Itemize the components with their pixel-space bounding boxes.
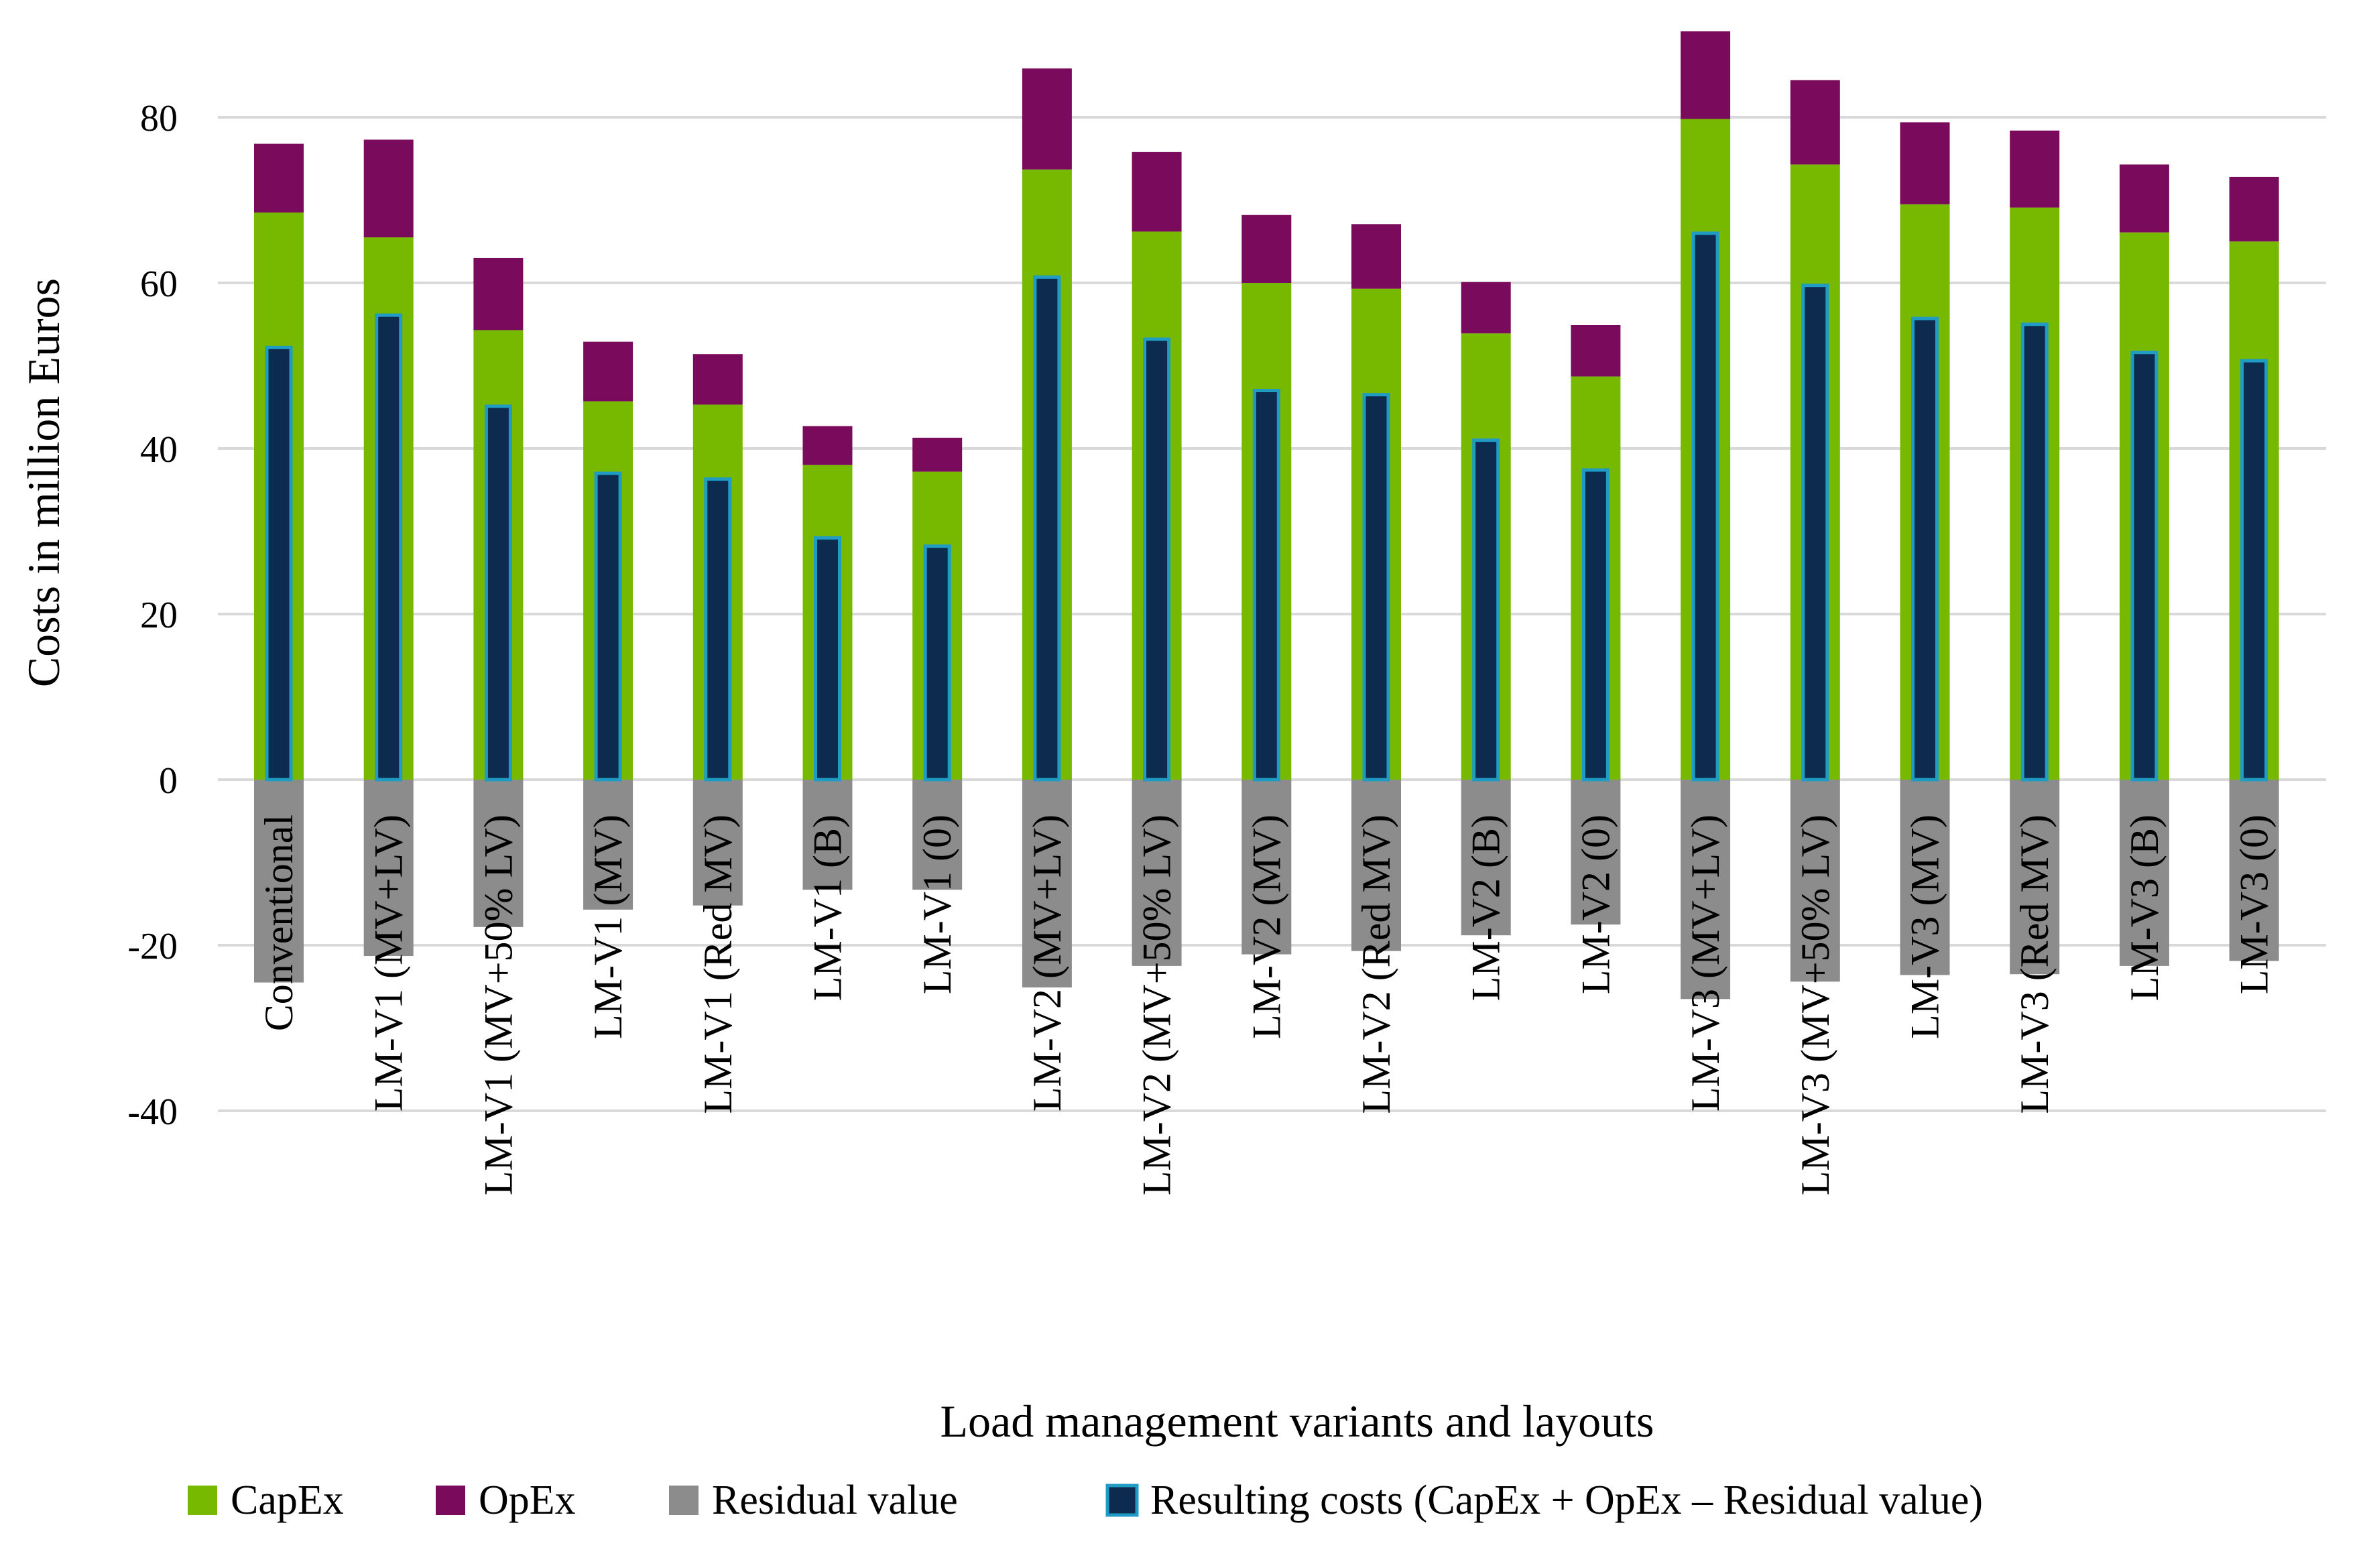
x-category-label: LM-V3 (Red MV) [2012, 815, 2057, 1114]
bar-resulting-costs [265, 345, 293, 782]
bar-opex [2229, 176, 2279, 242]
bar-opex [912, 437, 963, 472]
x-category-label: LM-V2 (B) [1464, 815, 1508, 1001]
x-category-label: LM-V3 (0) [2232, 815, 2277, 994]
bar-residual-value [1681, 780, 1731, 1000]
y-tick-label: -20 [127, 926, 178, 967]
legend-swatch [669, 1486, 699, 1515]
bar-resulting-costs [484, 404, 512, 782]
legend-swatch [436, 1486, 465, 1515]
x-category-label: LM-V2 (MV+LV) [1025, 815, 1069, 1111]
x-category-label: LM-V2 (MV) [1244, 815, 1288, 1039]
x-category-label: LM-V1 (MV) [586, 815, 630, 1039]
bar-residual-value [1351, 780, 1401, 951]
bar-resulting-costs [2020, 322, 2049, 782]
bar-opex [363, 139, 414, 238]
y-axis-title: Costs in million Euros [18, 278, 69, 687]
bar-resulting-costs [2130, 351, 2159, 782]
x-axis-categories: Conventional LM-V1 (MV+LV) LM-V1 (MV+50% L… [257, 815, 2277, 1195]
bar-resulting-costs [1911, 316, 1939, 782]
bars [254, 31, 2279, 1000]
bar-opex [1022, 68, 1072, 170]
bar-resulting-costs [1472, 438, 1500, 782]
bar-opex [1681, 31, 1731, 119]
bar-opex [1571, 324, 1621, 377]
bar-residual-value [912, 780, 963, 890]
y-axis-ticks: 80 60 40 20 0 -20 -40 [127, 98, 178, 1133]
bar-residual-value [1790, 780, 1840, 982]
legend-swatch [1105, 1484, 1139, 1517]
bar-residual-value [1241, 780, 1292, 955]
x-category-label: LM-V1 (MV+50% LV) [476, 815, 520, 1195]
x-category-label: LM-V2 (Red MV) [1354, 815, 1398, 1114]
y-tick-label: 80 [140, 98, 178, 139]
legend: CapEx OpEx Residual value Resulting costs (… [188, 1477, 1983, 1523]
y-tick-label: 0 [159, 760, 178, 802]
legend-label: CapEx [231, 1477, 344, 1523]
bar-opex [802, 426, 853, 465]
bar-resulting-costs [704, 477, 732, 782]
x-category-label: LM-V2 (0) [1573, 815, 1618, 994]
bar-resulting-costs [1581, 468, 1610, 782]
bar-residual-value [2119, 780, 2169, 966]
bar-resulting-costs [1033, 275, 1061, 782]
x-category-label: Conventional [257, 815, 301, 1031]
bar-opex [473, 257, 524, 330]
x-category-label: LM-V2 (MV+50% LV) [1135, 815, 1179, 1195]
bar-residual-value [1461, 780, 1511, 936]
legend-label: Resulting costs (CapEx + OpEx – Residual… [1150, 1477, 1983, 1523]
bar-residual-value [363, 780, 414, 957]
bar-opex [1132, 152, 1182, 232]
x-axis-title: Load management variants and layouts [940, 1396, 1654, 1447]
x-category-label: LM-V1 (B) [806, 815, 850, 1001]
bar-residual-value [583, 780, 633, 910]
x-category-label: LM-V1 (MV+LV) [367, 815, 411, 1111]
bar-resulting-costs [1252, 389, 1280, 782]
bar-opex [1461, 282, 1511, 334]
bar-residual-value [473, 780, 524, 927]
bar-resulting-costs [1801, 284, 1829, 782]
bar-opex [1900, 122, 1950, 204]
legend-label: OpEx [479, 1477, 576, 1523]
x-category-label: LM-V3 (MV) [1903, 815, 1947, 1039]
bar-residual-value [254, 780, 304, 983]
x-category-label: LM-V3 (MV+50% LV) [1793, 815, 1837, 1195]
bar-resulting-costs [2240, 359, 2268, 782]
y-tick-label: 60 [140, 263, 178, 305]
bar-residual-value [1132, 780, 1182, 966]
bar-opex [692, 354, 743, 405]
bar-residual-value [802, 780, 853, 890]
bar-opex [2010, 130, 2060, 208]
bar-residual-value [2010, 780, 2060, 975]
x-category-label: LM-V3 (B) [2122, 815, 2167, 1001]
bar-residual-value [1900, 780, 1950, 975]
y-tick-label: -40 [127, 1091, 178, 1133]
bar-opex [1790, 80, 1840, 165]
bar-resulting-costs [814, 536, 841, 782]
bar-opex [1351, 224, 1401, 289]
bar-resulting-costs [375, 313, 403, 782]
x-category-label: LM-V3 (MV+LV) [1683, 815, 1727, 1111]
x-category-label: LM-V1 (0) [915, 815, 959, 994]
bar-residual-value [1022, 780, 1072, 987]
x-category-label: LM-V1 (Red MV) [696, 815, 740, 1114]
bar-resulting-costs [1143, 337, 1171, 782]
y-tick-label: 20 [140, 595, 178, 636]
bar-resulting-costs [923, 544, 951, 782]
bar-resulting-costs [594, 471, 622, 782]
y-tick-label: 40 [140, 429, 178, 471]
bar-resulting-costs [1691, 231, 1719, 782]
bar-residual-value [2229, 780, 2279, 961]
legend-label: Residual value [712, 1477, 958, 1523]
legend-swatch [188, 1486, 217, 1515]
bar-residual-value [692, 780, 743, 906]
bar-opex [2119, 164, 2169, 233]
bar-opex [1241, 215, 1292, 283]
bar-residual-value [1571, 780, 1621, 925]
bar-resulting-costs [1362, 393, 1390, 782]
bar-opex [583, 341, 633, 402]
bar-opex [254, 143, 304, 213]
